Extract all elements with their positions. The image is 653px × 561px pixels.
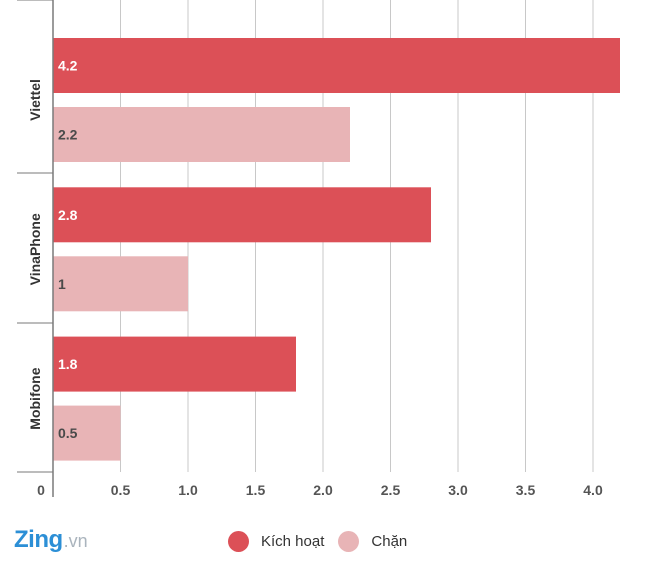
bar-viettel-1 [53, 107, 350, 162]
bar-mobifone-0 [53, 336, 296, 392]
category-label-vinaphone: VinaPhone [27, 213, 43, 285]
zing-logo: Zing .vn [14, 526, 88, 554]
category-label-mobifone: Mobifone [27, 367, 43, 429]
x-tick-label-8: 4.0 [583, 482, 603, 498]
bar-label-viettel-0: 4.2 [58, 58, 78, 74]
bar-label-vinaphone-0: 2.8 [58, 207, 78, 223]
x-tick-label-7: 3.5 [516, 482, 536, 498]
category-label-viettel: Viettel [27, 79, 43, 121]
bar-label-viettel-1: 2.2 [58, 127, 78, 143]
legend: Kích hoạt Chặn [228, 528, 421, 554]
bar-mobifone-1 [53, 405, 121, 461]
x-tick-label-1: 0.5 [111, 482, 131, 498]
logo-main: Zing [14, 526, 63, 553]
bar-vinaphone-0 [53, 187, 431, 243]
legend-dot-kich-hoat [228, 530, 249, 552]
chart: 4.2 2.2 Viettel 2.8 1 VinaPhone 1.8 0.5 Mobifone… [17, 0, 620, 498]
bar-viettel-0 [53, 38, 620, 93]
x-tick-label-0: 0 [37, 482, 45, 498]
bar-label-mobifone-1: 0.5 [58, 425, 78, 441]
legend-label-chan: Chặn [371, 532, 408, 550]
x-tick-label-3: 1.5 [246, 482, 266, 498]
legend-item-chan: Chặn [338, 530, 408, 552]
bar-vinaphone-1 [53, 256, 188, 312]
bar-label-vinaphone-1: 1 [58, 276, 66, 292]
x-tick-label-6: 3.0 [448, 482, 468, 498]
x-tick-label-2: 1.0 [178, 482, 198, 498]
legend-dot-chan [338, 530, 360, 552]
x-tick-label-5: 2.5 [381, 482, 401, 498]
legend-item-kich-hoat: Kích hoạt [228, 530, 325, 552]
logo-sub: .vn [63, 531, 88, 551]
x-tick-label-4: 2.0 [313, 482, 333, 498]
bar-label-mobifone-0: 1.8 [58, 356, 78, 372]
legend-label-kich-hoat: Kích hoạt [261, 532, 325, 550]
